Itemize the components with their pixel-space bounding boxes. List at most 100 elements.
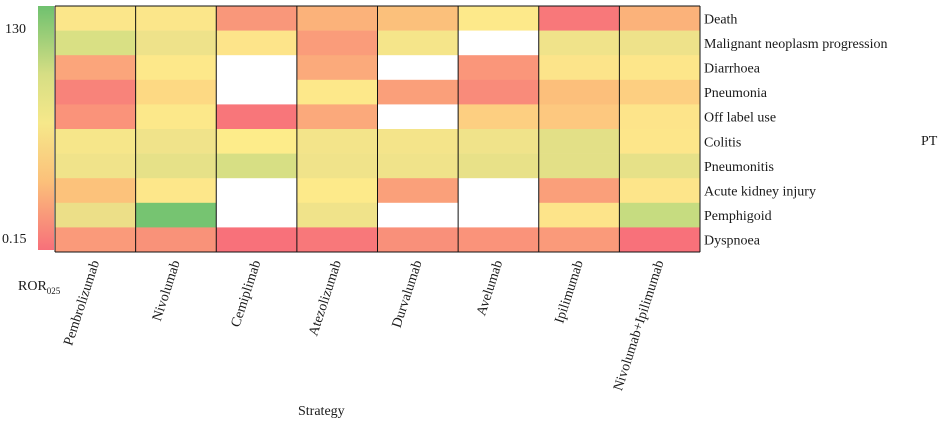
heatmap-cell [135, 30, 217, 56]
heatmap-cell [296, 202, 378, 228]
heatmap-cell [296, 6, 378, 31]
heatmap-cell [216, 6, 298, 31]
heatmap-cell [296, 129, 378, 154]
legend-title-subscript: 025 [46, 285, 61, 296]
row-label: Death [704, 12, 737, 27]
heatmap-cell [619, 227, 701, 253]
heatmap-cell [216, 202, 298, 228]
heatmap-cell [216, 79, 298, 105]
heatmap-cell [538, 6, 620, 31]
heatmap-cell [55, 6, 136, 31]
row-label: Pemphigoid [704, 209, 772, 224]
heatmap-cell [135, 202, 217, 228]
heatmap-cell [538, 129, 620, 154]
heatmap-cell [296, 79, 378, 105]
heatmap-cell [55, 178, 136, 204]
heatmap-cell [216, 104, 298, 130]
heatmap-cell [135, 104, 217, 130]
heatmap-cell [377, 227, 459, 253]
heatmap-cell [538, 178, 620, 204]
heatmap-cell [55, 153, 136, 179]
heatmap-cell [458, 202, 540, 228]
heatmap-cell [296, 178, 378, 204]
column-label: Nivolumab+Ipilimumab [611, 259, 667, 393]
heatmap-cell [458, 30, 540, 56]
column-label: Ipilimumab [552, 259, 586, 326]
row-label: Colitis [704, 135, 741, 150]
x-axis-title: Strategy [298, 404, 345, 419]
heatmap-cell [296, 55, 378, 81]
heatmap-cell [216, 178, 298, 204]
heatmap-cell [216, 129, 298, 154]
heatmap-cell [135, 55, 217, 81]
heatmap-cell [619, 79, 701, 105]
heatmap-cell [619, 30, 701, 56]
heatmap-cell [296, 30, 378, 56]
legend-title-text: ROR [18, 279, 47, 294]
heatmap-cell [135, 227, 217, 253]
heatmap-cell [538, 153, 620, 179]
heatmap-cell [377, 129, 459, 154]
heatmap-cell [538, 79, 620, 105]
heatmap-cell [135, 6, 217, 31]
heatmap-cell [619, 104, 701, 130]
heatmap-cell [538, 227, 620, 253]
legend-color-bar [38, 6, 54, 250]
column-label: Durvalumab [390, 259, 426, 330]
heatmap-cell [377, 6, 459, 31]
column-label: Avelumab [474, 259, 506, 318]
row-label: Dyspnoea [704, 234, 761, 249]
row-label: Off label use [704, 111, 776, 126]
heatmap-cell [135, 178, 217, 204]
heatmap-cell [55, 55, 136, 81]
legend-max-label: 130 [5, 22, 26, 37]
heatmap-cell [296, 153, 378, 179]
heatmap-cell [458, 79, 540, 105]
heatmap-cell [216, 55, 298, 81]
heatmap-cell [135, 153, 217, 179]
heatmap-cell [458, 55, 540, 81]
row-label: Diarrhoea [704, 62, 761, 77]
heatmap-cell [619, 129, 701, 154]
heatmap-cell [458, 104, 540, 130]
row-label: Pneumonitis [704, 160, 774, 175]
legend-title: ROR025 [18, 279, 60, 296]
heatmap-cell [55, 79, 136, 105]
column-label: Nivolumab [150, 259, 184, 324]
heatmap-cell [55, 129, 136, 154]
heatmap-cell [377, 104, 459, 130]
column-label: Cemiplimab [229, 259, 265, 329]
heatmap-cell [619, 153, 701, 179]
heatmap-cell [619, 202, 701, 228]
heatmap-cell [377, 79, 459, 105]
column-label: Pembrolizumab [61, 259, 103, 348]
legend-min-label: 0.15 [2, 232, 27, 247]
row-label: Malignant neoplasm progression [704, 37, 888, 52]
heatmap-cell [377, 153, 459, 179]
heatmap-cell [55, 104, 136, 130]
y-axis-title: PT [921, 134, 938, 149]
column-label: Atezolizumab [306, 259, 345, 338]
heatmap-cell [538, 30, 620, 56]
heatmap-cell [458, 6, 540, 31]
heatmap-cell [619, 55, 701, 81]
heatmap-cell [377, 202, 459, 228]
heatmap-cell [538, 55, 620, 81]
heatmap-cell [135, 79, 217, 105]
row-label: Pneumonia [704, 86, 768, 101]
heatmap-cell [538, 202, 620, 228]
heatmap-cell [135, 129, 217, 154]
heatmap-cell [216, 153, 298, 179]
heatmap-cell [619, 178, 701, 204]
heatmap-cell [55, 202, 136, 228]
row-label: Acute kidney injury [704, 185, 816, 200]
heatmap-cell [296, 104, 378, 130]
heatmap-cell [216, 30, 298, 56]
heatmap-cell [377, 178, 459, 204]
heatmap-cell [458, 129, 540, 154]
heatmap-cell [458, 153, 540, 179]
heatmap-cell [377, 30, 459, 56]
heatmap-cell [216, 227, 298, 253]
heatmap-cell [55, 227, 136, 253]
